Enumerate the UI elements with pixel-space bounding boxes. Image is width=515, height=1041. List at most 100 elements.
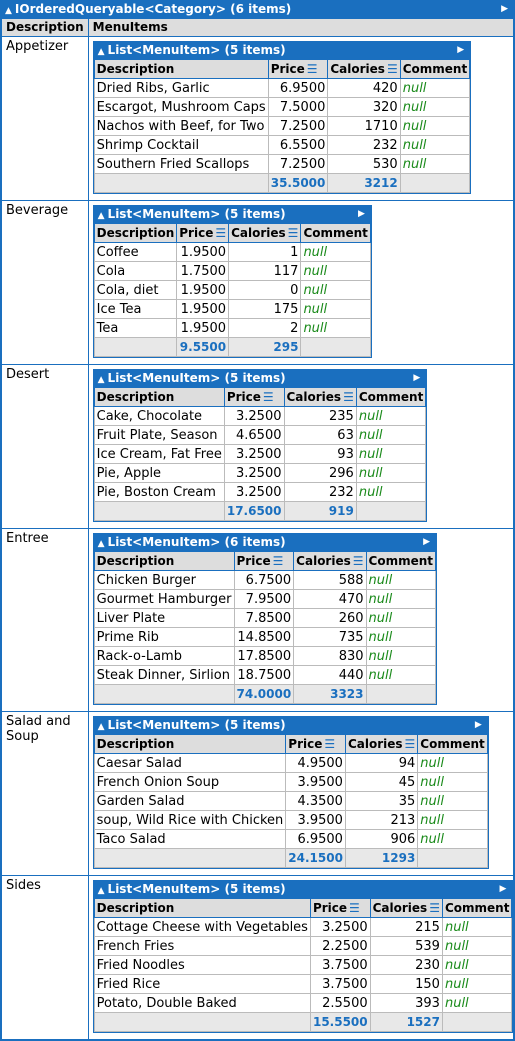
column-total-icon[interactable]: ☰ [272,554,284,568]
item-price: 14.8500 [233,627,295,647]
table-row: Cottage Cheese with Vegetables 3.2500 215 n… [93,917,513,937]
column-header-price[interactable]: Price ☰ [233,551,295,571]
collapse-icon[interactable]: ▲ [97,539,105,549]
item-price: 4.9500 [285,753,346,773]
column-total-icon[interactable]: ☰ [349,901,360,915]
column-header-description[interactable]: Description [93,59,269,79]
item-calories: 440 [293,665,367,685]
column-total-icon[interactable]: ☰ [215,226,227,240]
table-row: Chicken Burger 6.7500 588 null [93,570,437,590]
column-header-label: Calories [231,226,286,240]
expand-right-icon[interactable]: ▶ [423,537,430,547]
collapse-icon[interactable]: ▲ [97,47,105,57]
result-header[interactable]: ▲ IOrderedQueryable<Category> (6 items) ▶ [1,1,514,18]
column-header-description[interactable]: Description [93,734,287,754]
total-price: 74.0000 [233,684,295,704]
item-calories: 735 [293,627,367,647]
collapse-icon[interactable]: ▲ [97,722,105,732]
expand-right-icon[interactable]: ▶ [474,720,482,730]
column-header-comment[interactable]: Comment [355,387,427,407]
expand-right-icon[interactable]: ▶ [413,373,421,383]
expand-right-icon[interactable]: ▶ [499,884,507,894]
column-header-price[interactable]: Price ☰ [285,734,346,754]
column-total-icon[interactable]: ☰ [287,226,299,240]
column-header-price[interactable]: Price ☰ [223,387,285,407]
collapse-icon[interactable]: ▲ [97,375,105,385]
expand-right-icon[interactable]: ▶ [501,4,508,14]
column-header-label: Description [96,62,175,76]
item-description: Cola [93,261,178,281]
table-row: Escargot, Mushroom Caps 7.5000 320 null [93,97,471,117]
column-header-description[interactable]: Description [93,387,225,407]
item-comment: null [417,810,488,830]
item-calories: 150 [369,974,443,994]
column-header-description[interactable]: Description [93,551,235,571]
totals-row: 35.5000 3212 [93,173,471,193]
collapse-icon[interactable]: ▲ [97,886,105,896]
list-header[interactable]: ▲ List<MenuItem> (5 items) ▶ [93,717,488,734]
column-total-icon[interactable]: ☰ [262,390,274,404]
item-comment: null [417,791,488,811]
column-header-description[interactable]: Description [93,898,311,918]
column-header-description[interactable]: Description [1,18,89,37]
list-header[interactable]: ▲ List<MenuItem> (5 items) ▶ [93,370,427,387]
item-calories: 94 [344,753,419,773]
column-header-calories[interactable]: Calories ☰ [369,898,443,918]
menu-items-cell: ▲ List<MenuItem> (6 items) ▶ Description Pri… [87,528,515,712]
item-comment: null [365,570,437,590]
column-header-label: Description [96,390,175,404]
item-price: 6.7500 [233,570,295,590]
column-header-calories[interactable]: Calories ☰ [344,734,419,754]
column-header-label: Price [288,737,323,751]
column-header-comment[interactable]: Comment [300,223,371,243]
list-header[interactable]: ▲ List<MenuItem> (5 items) ▶ [93,42,471,59]
column-header-comment[interactable]: Comment [441,898,513,918]
item-description: Gourmet Hamburger [93,589,235,609]
table-row: Cola, diet 1.9500 0 null [93,280,371,300]
column-total-icon[interactable]: ☰ [306,62,318,76]
item-comment: null [441,974,513,994]
item-comment: null [355,463,427,483]
menu-items-cell: ▲ List<MenuItem> (5 items) ▶ Description Pri… [87,711,515,876]
column-total-icon[interactable]: ☰ [386,62,398,76]
totals-row: 74.0000 3323 [93,684,437,704]
column-header-comment[interactable]: Comment [365,551,437,571]
item-description: Pie, Boston Cream [93,482,225,502]
item-comment: null [441,917,513,937]
column-total-icon[interactable]: ☰ [429,901,440,915]
column-header-calories[interactable]: Calories ☰ [228,223,302,243]
item-comment: null [355,425,427,445]
column-header-price[interactable]: Price ☰ [267,59,329,79]
collapse-icon[interactable]: ▲ [5,6,12,16]
column-total-icon[interactable]: ☰ [324,737,336,751]
table-row: Prime Rib 14.8500 735 null [93,627,437,647]
column-header-description[interactable]: Description [93,223,178,243]
expand-right-icon[interactable]: ▶ [358,209,365,219]
menu-items-list: ▲ List<MenuItem> (5 items) ▶ Description Pri… [92,369,428,522]
column-total-icon[interactable]: ☰ [352,554,364,568]
column-header-price[interactable]: Price ☰ [309,898,371,918]
table-row: Fried Noodles 3.7500 230 null [93,955,513,975]
item-calories: 2 [228,318,302,338]
column-header-comment[interactable]: Comment [417,734,488,754]
expand-right-icon[interactable]: ▶ [457,45,465,55]
column-total-icon[interactable]: ☰ [343,390,354,404]
list-header[interactable]: ▲ List<MenuItem> (6 items) ▶ [93,534,436,551]
list-header[interactable]: ▲ List<MenuItem> (5 items) ▶ [93,206,371,223]
column-header-comment[interactable]: Comment [399,59,471,79]
column-total-icon[interactable]: ☰ [404,737,416,751]
item-price: 7.9500 [233,589,295,609]
column-header-calories[interactable]: Calories ☰ [327,59,401,79]
list-header[interactable]: ▲ List<MenuItem> (5 items) ▶ [93,881,513,898]
column-header-menuitems[interactable]: MenuItems [87,18,515,37]
column-header-price[interactable]: Price ☰ [176,223,230,243]
column-header-label: Description [96,737,175,751]
item-description: Dried Ribs, Garlic [93,78,269,98]
column-header-calories[interactable]: Calories ☰ [283,387,357,407]
item-price: 3.2500 [223,463,285,483]
collapse-icon[interactable]: ▲ [97,211,105,221]
column-header-label: Calories [296,554,351,568]
column-header-calories[interactable]: Calories ☰ [293,551,367,571]
column-header-label: Price [226,390,261,404]
menu-items-list: ▲ List<MenuItem> (5 items) ▶ Description Pri… [92,41,472,194]
